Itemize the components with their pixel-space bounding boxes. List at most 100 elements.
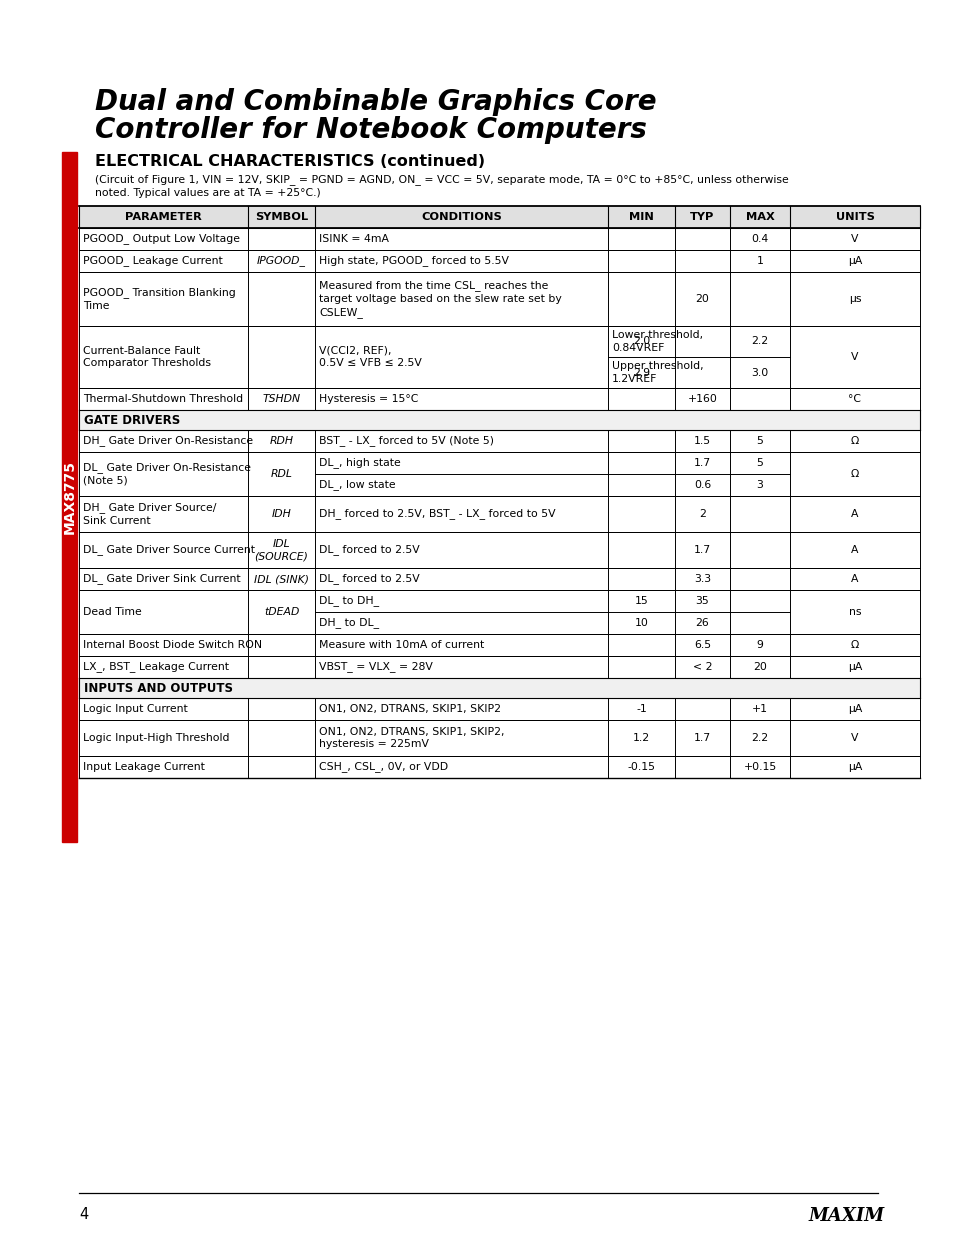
Text: ON1, ON2, DTRANS, SKIP1, SKIP2: ON1, ON2, DTRANS, SKIP1, SKIP2 [318,704,500,714]
Text: Current-Balance Fault
Comparator Thresholds: Current-Balance Fault Comparator Thresho… [83,346,211,368]
Text: Measured from the time CSL_ reaches the
target voltage based on the slew rate se: Measured from the time CSL_ reaches the … [318,280,561,317]
Text: RDH: RDH [269,436,294,446]
Bar [79,410,919,430]
Text: PGOOD_ Output Low Voltage: PGOOD_ Output Low Voltage [83,233,240,245]
Text: Logic Input Current: Logic Input Current [83,704,188,714]
Text: V: V [850,233,858,245]
Text: 3.3: 3.3 [693,574,710,584]
Text: DL_ Gate Driver On-Resistance
(Note 5): DL_ Gate Driver On-Resistance (Note 5) [83,462,251,485]
Text: Dual and Combinable Graphics Core: Dual and Combinable Graphics Core [95,88,656,116]
Text: SYMBOL: SYMBOL [254,212,308,222]
Text: 1.2: 1.2 [632,734,649,743]
Text: 5: 5 [756,458,762,468]
Text: DH_ forced to 2.5V, BST_ - LX_ forced to 5V: DH_ forced to 2.5V, BST_ - LX_ forced to… [318,509,555,520]
Text: DH_ Gate Driver Source/
Sink Current: DH_ Gate Driver Source/ Sink Current [83,503,216,526]
Text: +0.15: +0.15 [742,762,776,772]
Text: MIN: MIN [628,212,653,222]
Text: ns: ns [848,606,861,618]
Text: IPGOOD_: IPGOOD_ [256,256,306,267]
Text: VBST_ = VLX_ = 28V: VBST_ = VLX_ = 28V [318,662,433,672]
Text: 15: 15 [634,597,648,606]
Bar [79,678,919,698]
Text: 0.4: 0.4 [751,233,768,245]
Text: PGOOD_ Leakage Current: PGOOD_ Leakage Current [83,256,222,267]
Text: 2: 2 [699,509,705,519]
Text: Measure with 10mA of current: Measure with 10mA of current [318,640,484,650]
Text: °C: °C [847,394,861,404]
Text: 1: 1 [756,256,762,266]
Text: DL_, high state: DL_, high state [318,457,400,468]
Text: μs: μs [848,294,861,304]
Text: tDEAD: tDEAD [264,606,299,618]
Text: V: V [850,352,858,362]
Text: 0.6: 0.6 [693,480,710,490]
Text: DL_ forced to 2.5V: DL_ forced to 2.5V [318,545,419,556]
Text: A: A [850,574,858,584]
Text: -1: -1 [636,704,646,714]
Text: μA: μA [847,256,862,266]
Text: Ω: Ω [850,640,859,650]
Text: 2.2: 2.2 [751,734,768,743]
Text: Internal Boost Diode Switch RON: Internal Boost Diode Switch RON [83,640,262,650]
Text: DH_ to DL_: DH_ to DL_ [318,618,378,629]
Text: DL_ Gate Driver Sink Current: DL_ Gate Driver Sink Current [83,573,240,584]
Text: μA: μA [847,762,862,772]
Text: DH_ Gate Driver On-Resistance: DH_ Gate Driver On-Resistance [83,436,253,447]
Text: CSH_, CSL_, 0V, or VDD: CSH_, CSL_, 0V, or VDD [318,762,448,772]
Bar [79,206,919,228]
Text: μA: μA [847,662,862,672]
Text: IDL (SINK): IDL (SINK) [253,574,309,584]
Text: (Circuit of Figure 1, VIN = 12V, SKIP_ = PGND = AGND, ON_ = VCC = 5V, separate m: (Circuit of Figure 1, VIN = 12V, SKIP_ =… [95,174,788,198]
Text: PGOOD_ Transition Blanking
Time: PGOOD_ Transition Blanking Time [83,288,235,311]
Text: DL_ forced to 2.5V: DL_ forced to 2.5V [318,573,419,584]
Text: LX_, BST_ Leakage Current: LX_, BST_ Leakage Current [83,662,229,672]
Text: 3: 3 [756,480,762,490]
Text: V(CCI2, REF),
0.5V ≤ VFB ≤ 2.5V: V(CCI2, REF), 0.5V ≤ VFB ≤ 2.5V [318,346,421,368]
Text: TSHDN: TSHDN [262,394,300,404]
Text: A: A [850,545,858,555]
Text: μA: μA [847,704,862,714]
Text: Logic Input-High Threshold: Logic Input-High Threshold [83,734,230,743]
Text: 20: 20 [752,662,766,672]
Text: 2.0: 2.0 [632,336,649,347]
Text: A: A [850,509,858,519]
Text: UNITS: UNITS [835,212,874,222]
Text: < 2: < 2 [692,662,712,672]
Text: MAX8775: MAX8775 [63,459,76,534]
Text: 1.5: 1.5 [693,436,710,446]
Text: ISINK = 4mA: ISINK = 4mA [318,233,389,245]
Text: 26: 26 [695,618,709,629]
Text: MAXIM: MAXIM [808,1207,884,1225]
Text: 2.2: 2.2 [751,336,768,347]
Text: 1.7: 1.7 [693,545,710,555]
Text: BST_ - LX_ forced to 5V (Note 5): BST_ - LX_ forced to 5V (Note 5) [318,436,494,447]
Text: Dead Time: Dead Time [83,606,142,618]
Text: 1.7: 1.7 [693,458,710,468]
Text: 20: 20 [695,294,709,304]
Text: 6.5: 6.5 [693,640,710,650]
Text: Hysteresis = 15°C: Hysteresis = 15°C [318,394,418,404]
Text: DL_, low state: DL_, low state [318,479,395,490]
Text: DL_ Gate Driver Source Current: DL_ Gate Driver Source Current [83,545,254,556]
Text: +160: +160 [687,394,717,404]
Text: MAX: MAX [745,212,774,222]
Text: -0.15: -0.15 [627,762,655,772]
Text: GATE DRIVERS: GATE DRIVERS [84,414,180,426]
Text: Thermal-Shutdown Threshold: Thermal-Shutdown Threshold [83,394,243,404]
Text: Input Leakage Current: Input Leakage Current [83,762,205,772]
Text: +1: +1 [751,704,767,714]
Text: CONDITIONS: CONDITIONS [420,212,501,222]
Text: RDL: RDL [271,469,293,479]
Text: TYP: TYP [690,212,714,222]
Text: INPUTS AND OUTPUTS: INPUTS AND OUTPUTS [84,682,233,694]
Text: 2.9: 2.9 [632,368,649,378]
Text: Lower threshold,
0.84VREF: Lower threshold, 0.84VREF [612,330,702,353]
Text: 4: 4 [79,1207,89,1221]
Text: 5: 5 [756,436,762,446]
Text: DL_ to DH_: DL_ to DH_ [318,595,378,606]
Text: 3.0: 3.0 [751,368,768,378]
Text: V: V [850,734,858,743]
Text: Ω: Ω [850,436,859,446]
Text: PARAMETER: PARAMETER [125,212,202,222]
Text: IDL
(SOURCE): IDL (SOURCE) [254,538,308,562]
